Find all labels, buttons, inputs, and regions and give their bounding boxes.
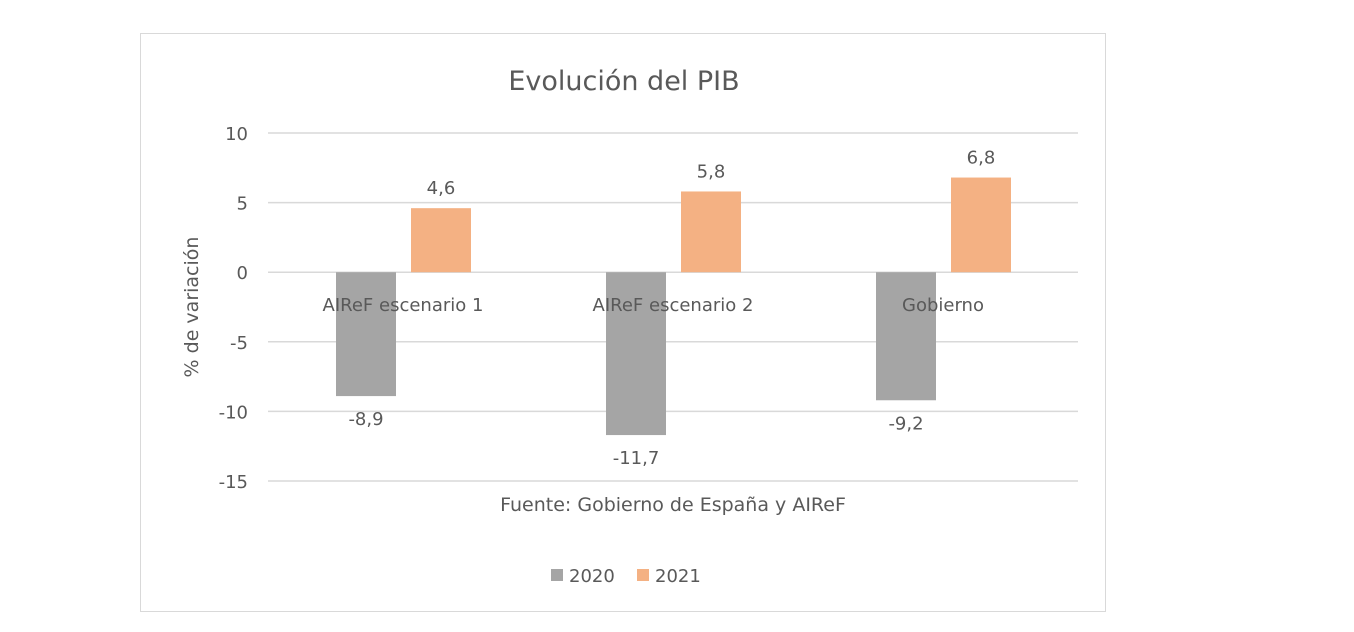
bar-2021	[411, 208, 471, 273]
y-tick-label: 5	[237, 194, 248, 215]
y-tick-label: -5	[230, 333, 248, 354]
y-tick-label: 10	[225, 124, 248, 145]
bar-2020	[876, 272, 936, 401]
chart-title: Evolución del PIB	[508, 66, 739, 97]
x-axis-label: Fuente: Gobierno de España y AIReF	[500, 494, 846, 516]
legend-swatch-2021	[637, 569, 649, 581]
legend-label: 2021	[655, 566, 701, 587]
y-tick-label: -15	[219, 472, 248, 493]
bar-2021	[951, 177, 1011, 273]
data-label: -11,7	[613, 448, 660, 469]
x-tick-label: AIReF escenario 2	[593, 295, 754, 316]
chart-frame	[140, 33, 1106, 612]
bar-2021	[681, 191, 741, 273]
bar-2020	[606, 272, 666, 436]
x-tick-label: AIReF escenario 1	[323, 295, 484, 316]
bar-2020	[336, 272, 396, 397]
data-label: -9,2	[888, 413, 923, 434]
y-axis-label: % de variación	[181, 237, 203, 378]
data-label: 6,8	[967, 148, 996, 169]
legend-swatch-2020	[551, 569, 563, 581]
x-tick-label: Gobierno	[902, 295, 984, 316]
legend-label: 2020	[569, 566, 615, 587]
data-label: -8,9	[348, 409, 383, 430]
y-tick-label: 0	[237, 263, 248, 284]
data-label: 5,8	[697, 161, 726, 182]
y-tick-label: -10	[219, 402, 248, 423]
data-label: 4,6	[427, 178, 456, 199]
